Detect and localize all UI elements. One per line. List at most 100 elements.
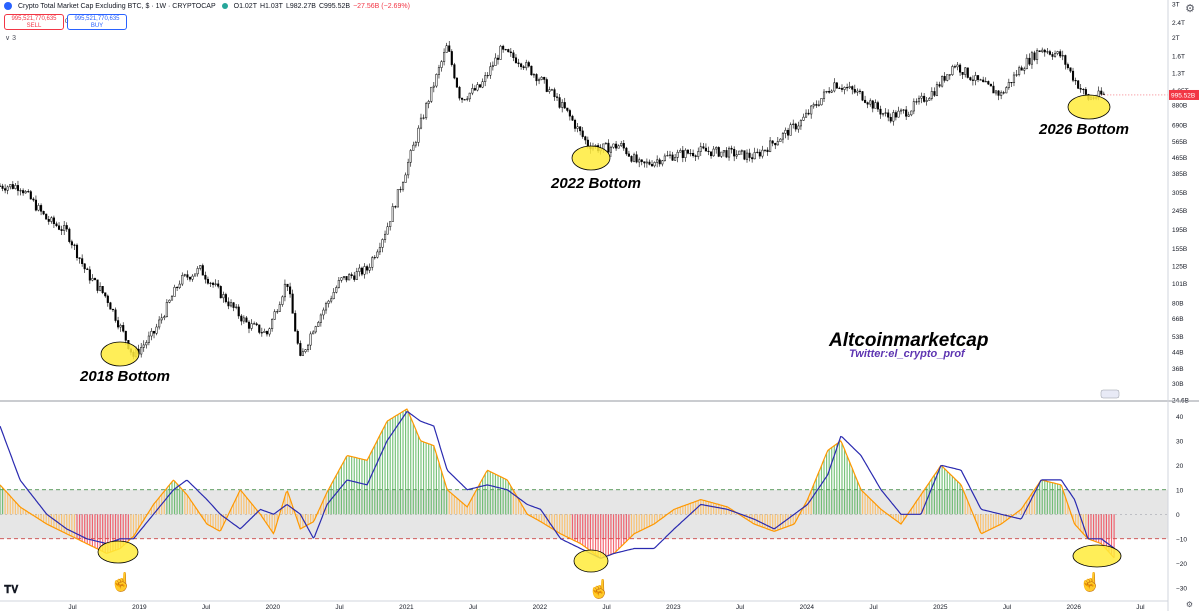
candle-body bbox=[540, 76, 543, 80]
candle-body bbox=[848, 86, 851, 88]
candle-body bbox=[984, 81, 987, 83]
candle-body bbox=[948, 74, 951, 76]
candle-body bbox=[332, 292, 335, 300]
candle-body bbox=[745, 152, 749, 160]
candle-body bbox=[301, 351, 304, 356]
candle-body bbox=[42, 211, 45, 215]
candle-body bbox=[494, 57, 497, 66]
candle-body bbox=[83, 263, 86, 270]
candle-body bbox=[181, 275, 184, 285]
osc-axis-tick: −10 bbox=[1176, 536, 1187, 543]
candle-body bbox=[445, 45, 448, 53]
candle-body bbox=[740, 150, 743, 152]
pointing-hand-icon: ☝ bbox=[1079, 571, 1101, 593]
price-axis-tick: 305B bbox=[1172, 190, 1187, 197]
candle-body bbox=[959, 64, 962, 73]
candle-body bbox=[350, 274, 353, 276]
candle-body bbox=[902, 109, 905, 111]
time-axis-tick: 2024 bbox=[800, 604, 815, 611]
candle-body bbox=[545, 79, 548, 92]
time-axis-tick: 2026 bbox=[1067, 604, 1082, 611]
candle-body bbox=[781, 133, 784, 140]
candle-body bbox=[676, 151, 679, 158]
candle-body bbox=[317, 322, 320, 327]
candle-body bbox=[309, 333, 312, 346]
candle-body bbox=[758, 151, 761, 157]
price-axis[interactable]: 3T2.4T2T1.6T1.3T1.05T880B690B565B465B385… bbox=[1169, 2, 1199, 405]
candle-body bbox=[733, 149, 736, 157]
candle-body bbox=[9, 184, 12, 188]
candle-body bbox=[235, 306, 238, 308]
candle-body bbox=[789, 124, 792, 136]
time-axis[interactable]: Jul 2019 Jul 2020 Jul 2021 Jul 2022 Jul 2023 Jul 20… bbox=[68, 604, 1145, 611]
candle-body bbox=[99, 286, 102, 291]
candle-body bbox=[712, 148, 715, 157]
candle-body bbox=[763, 149, 767, 151]
candle-body bbox=[430, 86, 433, 102]
settings-gear-icon[interactable]: ⚙ bbox=[1185, 3, 1195, 15]
candle-body bbox=[928, 98, 931, 101]
oscillator-axis[interactable]: 40 30 20 10 0 −10 −20 −30 bbox=[1176, 414, 1187, 593]
candle-body bbox=[458, 86, 461, 99]
candle-body bbox=[4, 188, 7, 191]
candle-body bbox=[851, 86, 854, 90]
candle-body bbox=[276, 311, 279, 313]
candle-body bbox=[915, 101, 918, 103]
candle-body bbox=[1033, 52, 1036, 60]
candle-body bbox=[381, 239, 384, 248]
order-qty[interactable]: 0 bbox=[65, 19, 69, 25]
candle-body bbox=[925, 100, 928, 102]
candle-body bbox=[797, 125, 800, 130]
oscillator-pane[interactable] bbox=[0, 408, 1168, 559]
candle-body bbox=[686, 149, 690, 154]
events-flag-icon[interactable] bbox=[1100, 389, 1120, 399]
candle-body bbox=[355, 271, 358, 280]
candle-body bbox=[923, 95, 926, 102]
price-axis-tick: 565B bbox=[1172, 139, 1187, 146]
osc-circle-2026 bbox=[1072, 544, 1122, 568]
tradingview-logo-icon[interactable]: 𝐓𝐕 bbox=[4, 584, 19, 596]
price-axis-tick: 36B bbox=[1172, 366, 1184, 373]
price-axis-tick: 125B bbox=[1172, 263, 1187, 270]
price-pane[interactable] bbox=[0, 40, 1168, 399]
candle-body bbox=[409, 150, 412, 163]
candle-body bbox=[196, 268, 199, 275]
candle-body bbox=[761, 149, 764, 157]
candle-body bbox=[91, 278, 94, 281]
candle-body bbox=[930, 91, 933, 99]
candle-body bbox=[645, 161, 648, 164]
candle-body bbox=[766, 149, 769, 152]
candle-body bbox=[905, 109, 908, 117]
candle-body bbox=[217, 283, 220, 287]
candle-body bbox=[188, 276, 192, 280]
market-status-icon bbox=[221, 3, 228, 9]
candle-body bbox=[830, 90, 833, 93]
candle-body bbox=[324, 303, 328, 311]
candle-body bbox=[1071, 70, 1075, 81]
candle-body bbox=[432, 85, 435, 88]
candle-body bbox=[194, 273, 197, 277]
candle-body bbox=[358, 267, 361, 272]
candle-body bbox=[792, 123, 795, 125]
candle-body bbox=[173, 286, 176, 297]
candle-body bbox=[78, 257, 81, 259]
candle-body bbox=[481, 81, 484, 88]
sell-button[interactable]: 995,521,770,635 SELL bbox=[4, 14, 64, 30]
candle-body bbox=[414, 142, 417, 146]
price-axis-tick: 2.4T bbox=[1172, 20, 1185, 27]
candle-body bbox=[994, 90, 998, 94]
symbol-title[interactable]: Crypto Total Market Cap Excluding BTC, $… bbox=[18, 2, 216, 10]
candle-body bbox=[263, 331, 266, 333]
candle-body bbox=[502, 45, 505, 50]
candle-body bbox=[561, 102, 564, 108]
candle-body bbox=[769, 140, 772, 152]
candle-body bbox=[122, 325, 125, 332]
candle-body bbox=[517, 62, 520, 65]
annotation-2018-bottom: 2018 Bottom bbox=[79, 368, 170, 385]
buy-button[interactable]: 995,521,770,635 BUY bbox=[67, 14, 127, 30]
axis-settings-icon[interactable]: ⚙ bbox=[1185, 600, 1193, 609]
candle-body bbox=[104, 292, 107, 297]
candle-body bbox=[489, 66, 492, 76]
indicators-collapse-toggle[interactable]: ∨ 3 bbox=[5, 35, 16, 42]
candle-body bbox=[396, 189, 399, 208]
